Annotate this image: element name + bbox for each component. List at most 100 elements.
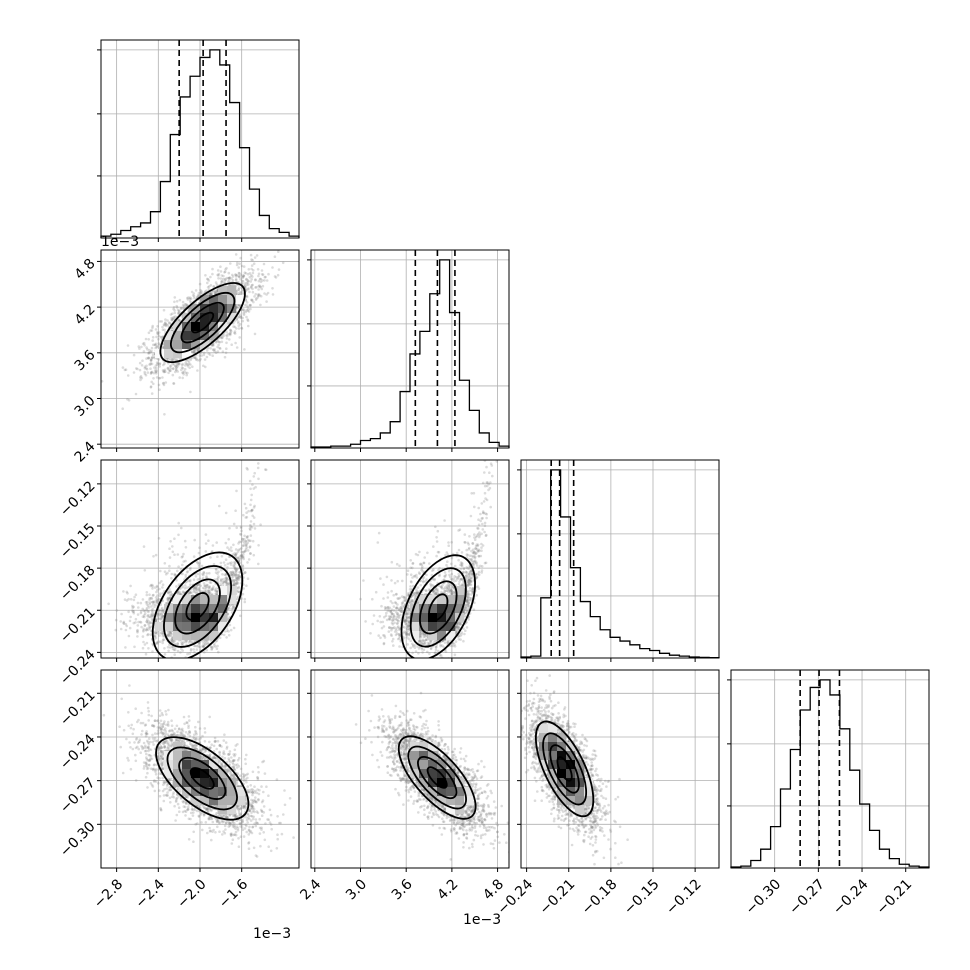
sample-point <box>155 600 158 603</box>
sample-point <box>161 369 165 372</box>
sample-point <box>158 388 161 392</box>
sample-point <box>243 240 246 243</box>
sample-point <box>228 332 232 336</box>
sample-point <box>172 382 176 385</box>
sample-point <box>241 537 244 541</box>
sample-point <box>197 644 200 647</box>
sample-point <box>241 275 245 279</box>
sample-point <box>264 275 267 279</box>
sample-point <box>155 598 158 602</box>
sample-point <box>241 592 245 596</box>
sample-point <box>245 304 248 307</box>
sample-point <box>177 318 180 322</box>
sample-point <box>257 274 260 278</box>
sample-point <box>152 377 155 380</box>
sample-point <box>265 300 268 303</box>
sample-point <box>174 368 178 372</box>
sample-point <box>248 246 251 249</box>
sample-point <box>243 285 247 288</box>
sample-point <box>262 413 265 416</box>
sample-point <box>186 359 190 362</box>
sample-point <box>233 563 237 566</box>
sample-point <box>238 275 241 279</box>
sample-point <box>157 383 161 387</box>
sample-point <box>215 541 218 544</box>
sample-point <box>219 561 223 565</box>
sample-point <box>149 329 152 332</box>
sample-point <box>173 364 177 368</box>
sample-point <box>244 299 248 303</box>
sample-point <box>251 290 255 294</box>
sample-point <box>218 346 221 350</box>
sample-point <box>164 324 168 328</box>
sample-point <box>142 350 146 353</box>
sample-point <box>132 605 135 609</box>
sample-point <box>243 348 246 351</box>
sample-point <box>256 293 260 296</box>
sample-point <box>177 309 181 313</box>
sample-point <box>143 624 147 627</box>
sample-point <box>155 345 158 349</box>
sample-point <box>240 529 243 533</box>
sample-point <box>206 281 209 285</box>
sample-point <box>247 268 251 271</box>
sample-point <box>208 586 211 589</box>
sample-point <box>257 294 260 298</box>
sample-point <box>197 588 200 592</box>
sample-point <box>240 264 244 268</box>
sample-point <box>131 604 134 608</box>
sample-point <box>263 440 266 443</box>
sample-point <box>195 590 199 594</box>
sample-point <box>197 348 200 352</box>
sample-point <box>202 353 206 357</box>
sample-point <box>191 365 194 369</box>
density-cell <box>173 331 183 341</box>
sample-point <box>249 539 252 543</box>
sample-point <box>256 466 260 470</box>
sample-point <box>243 571 247 574</box>
sample-point <box>217 343 220 347</box>
sample-point <box>202 642 205 646</box>
sample-point <box>143 366 147 370</box>
sample-point <box>234 573 238 577</box>
sample-point <box>181 307 185 310</box>
sample-point <box>181 371 185 374</box>
sample-point <box>244 539 247 543</box>
sample-point <box>265 279 269 282</box>
sample-point <box>184 303 188 306</box>
sample-point <box>142 614 146 617</box>
sample-point <box>253 295 256 298</box>
sample-point <box>143 370 146 374</box>
sample-point <box>139 621 143 624</box>
sample-point <box>149 584 152 588</box>
sample-point <box>248 290 251 294</box>
sample-point <box>160 335 163 339</box>
sample-point <box>161 609 165 613</box>
sample-point <box>187 310 190 313</box>
sample-point <box>178 376 181 379</box>
sample-point <box>141 607 144 611</box>
sample-point <box>227 630 230 633</box>
sample-point <box>176 308 180 312</box>
sample-point <box>156 330 159 334</box>
sample-point <box>151 355 154 359</box>
sample-point <box>239 273 243 277</box>
sample-point <box>149 362 153 365</box>
sample-point <box>255 297 258 300</box>
sample-point <box>213 350 216 353</box>
sample-point <box>220 280 223 283</box>
sample-point <box>226 546 229 549</box>
sample-point <box>147 351 151 354</box>
sample-point <box>233 332 237 335</box>
sample-point <box>197 291 201 295</box>
sample-point <box>223 270 227 274</box>
sample-point <box>155 376 159 379</box>
y-tick-label: 4.8 <box>72 256 99 283</box>
sample-point <box>148 351 151 355</box>
sample-point <box>151 326 154 330</box>
sample-point <box>186 363 189 367</box>
sample-point <box>252 269 255 272</box>
sample-point <box>232 325 235 328</box>
sample-point <box>247 308 250 311</box>
sample-point <box>214 281 218 284</box>
